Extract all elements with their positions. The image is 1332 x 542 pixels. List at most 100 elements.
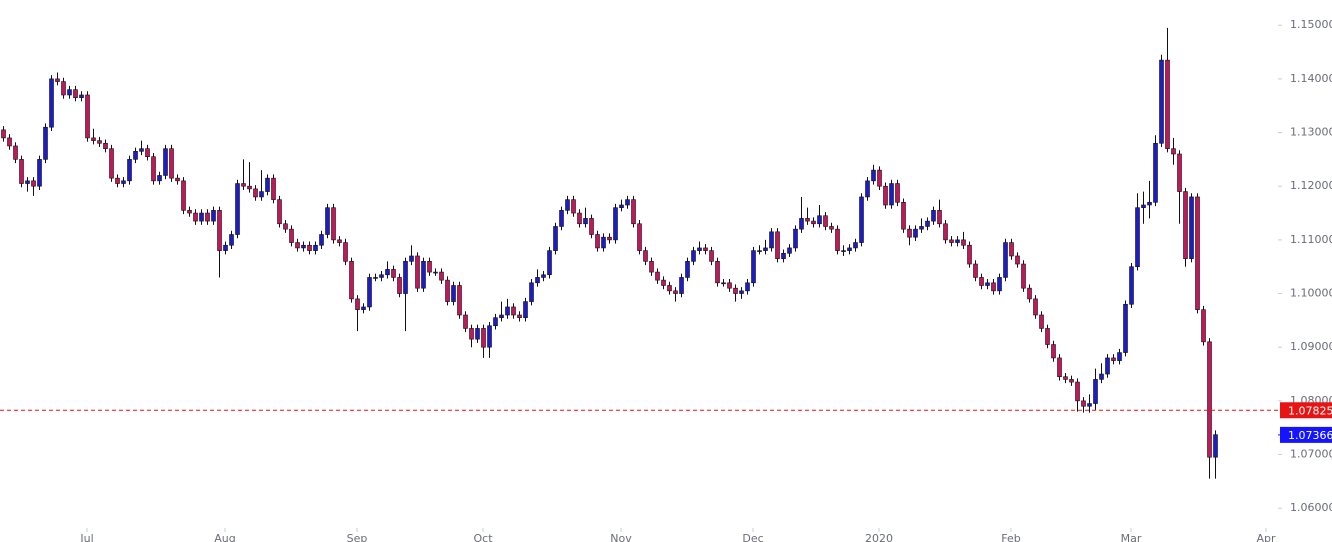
candle-body (1075, 381, 1080, 402)
candle-body (433, 271, 438, 274)
candle-body (799, 218, 804, 230)
candle-body (511, 306, 516, 316)
x-tick-label: Apr (1256, 532, 1276, 542)
candle-body (673, 290, 678, 294)
candle-body (1009, 242, 1014, 257)
candle-body (595, 234, 600, 249)
candle-body (829, 226, 834, 230)
candle-body (397, 277, 402, 294)
candle-body (1027, 287, 1032, 300)
candle-body (901, 202, 906, 230)
y-tick-label: 1.13000 (1290, 126, 1332, 139)
candle-body (421, 261, 426, 289)
candle-body (265, 177, 270, 192)
candle-body (61, 81, 66, 96)
candle-body (13, 145, 18, 160)
candle-body (337, 239, 342, 243)
candle-body (1051, 344, 1056, 359)
candle-body (1003, 242, 1008, 278)
candle-body (349, 261, 354, 300)
candle-body (517, 314, 522, 318)
candle-body (571, 199, 576, 214)
candle-body (871, 169, 876, 182)
candle-body (907, 228, 912, 238)
candle-body (655, 271, 660, 281)
candle-body (385, 269, 390, 276)
candle-body (301, 244, 306, 249)
candle-body (985, 282, 990, 286)
candle-body (115, 177, 120, 184)
candle-body (691, 250, 696, 262)
candle-body (775, 231, 780, 259)
candle-body (781, 252, 786, 259)
x-tick-label: Jul (79, 532, 93, 542)
candle-body (211, 210, 216, 222)
candle-body (661, 279, 666, 286)
x-tick-label: Feb (1001, 532, 1020, 542)
candle-body (1063, 376, 1068, 380)
candle-body (1165, 59, 1170, 149)
candle-body (1099, 373, 1104, 380)
candle-body (859, 196, 864, 243)
candle-body (307, 244, 312, 251)
candle-body (355, 298, 360, 310)
x-tick-label: Oct (473, 532, 493, 542)
candle-body (19, 159, 24, 184)
candle-body (889, 183, 894, 206)
candle-body (151, 156, 156, 182)
candle-body (577, 212, 582, 225)
x-tick-label: Aug (214, 532, 235, 542)
price-label: 1.07825 (1288, 404, 1332, 417)
candle-body (1129, 266, 1134, 305)
candle-body (583, 218, 588, 225)
candle-body (1135, 207, 1140, 268)
candle-body (919, 226, 924, 230)
candle-body (733, 287, 738, 294)
candle-body (199, 212, 204, 222)
candle-body (55, 78, 60, 82)
y-tick-label: 1.09000 (1290, 340, 1332, 353)
candle-body (1045, 328, 1050, 345)
candle-body (361, 306, 366, 310)
candle-body (1015, 255, 1020, 265)
x-tick-label: 2020 (865, 532, 893, 542)
candle-body (373, 277, 378, 279)
candle-body (601, 236, 606, 249)
candle-body (1033, 298, 1038, 316)
candle-body (145, 148, 150, 157)
x-tick-label: Mar (1121, 532, 1142, 542)
candle-body (1183, 191, 1188, 259)
candle-body (439, 271, 444, 281)
candle-body (835, 228, 840, 251)
price-label: 1.07366 (1288, 429, 1332, 442)
candle-body (259, 191, 264, 198)
candle-body (253, 188, 258, 198)
candle-body (1105, 357, 1110, 375)
candle-body (685, 261, 690, 278)
y-tick-label: 1.12000 (1290, 179, 1332, 192)
candle-body (643, 250, 648, 262)
candle-body (85, 94, 90, 139)
candle-body (589, 218, 594, 235)
candle-body (127, 159, 132, 182)
candle-body (103, 142, 108, 149)
candle-body (535, 277, 540, 284)
candle-body (739, 290, 744, 294)
candle-body (463, 314, 468, 329)
candle-body (997, 277, 1002, 292)
x-tick-label: Nov (610, 532, 632, 542)
candle-body (295, 242, 300, 249)
candle-body (1147, 202, 1152, 206)
candle-body (391, 269, 396, 278)
candle-body (847, 247, 852, 251)
candle-body (97, 140, 102, 144)
candle-body (961, 239, 966, 246)
candle-body (121, 180, 126, 184)
candle-body (133, 151, 138, 160)
candle-body (319, 234, 324, 246)
candle-body (403, 261, 408, 294)
x-tick-label: Dec (742, 532, 763, 542)
candle-body (991, 282, 996, 292)
candle-body (181, 180, 186, 211)
